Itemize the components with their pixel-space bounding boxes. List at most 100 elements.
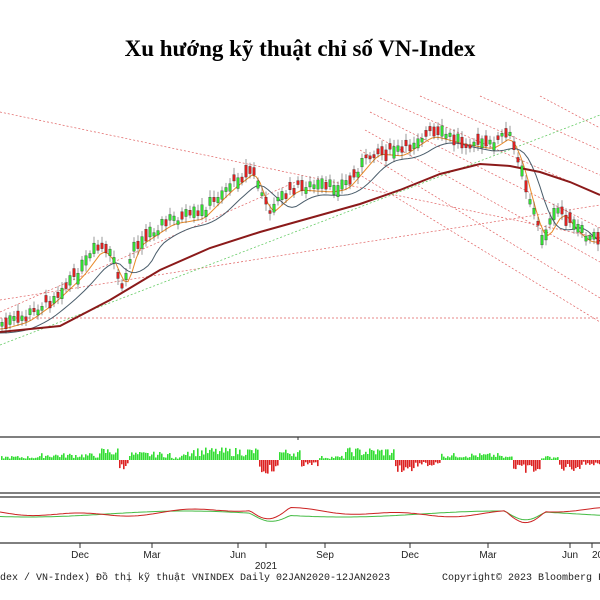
histogram-bar	[5, 456, 7, 460]
histogram-bar	[25, 458, 27, 460]
histogram-bar	[269, 460, 271, 465]
histogram-bar	[175, 457, 177, 460]
histogram-bar	[17, 456, 19, 460]
candle-body	[56, 292, 60, 298]
candle-body	[80, 259, 84, 272]
histogram-bar	[259, 460, 261, 467]
histogram-bar	[321, 456, 323, 460]
candle-body	[60, 287, 64, 299]
candle-body	[532, 207, 536, 215]
candle-body	[120, 283, 124, 289]
histogram-bar	[121, 460, 123, 465]
histogram-bar	[385, 449, 387, 460]
histogram-bar	[227, 451, 229, 460]
candle-body	[504, 128, 508, 138]
histogram-bar	[255, 448, 257, 460]
candle-body	[12, 316, 16, 321]
histogram-bar	[181, 455, 183, 460]
candle-body	[324, 181, 328, 190]
histogram-bar	[485, 454, 487, 460]
histogram-bar	[241, 455, 243, 460]
histogram-bar	[55, 454, 57, 460]
candle-body	[396, 145, 400, 152]
candle-body	[0, 322, 4, 327]
candle-body	[340, 179, 344, 190]
candle-body	[500, 133, 504, 137]
histogram-bar	[459, 457, 461, 460]
histogram-bar	[135, 452, 137, 460]
histogram-bar	[533, 460, 535, 472]
candle-body	[392, 146, 396, 159]
candle-body	[328, 179, 332, 187]
histogram-bar	[521, 460, 523, 466]
candle-body	[284, 193, 288, 199]
histogram-bar	[527, 460, 529, 466]
histogram-bar	[83, 457, 85, 460]
histogram-bar	[569, 460, 571, 467]
candle-body	[344, 180, 348, 186]
candle-body	[188, 210, 192, 216]
histogram-bar	[339, 457, 341, 460]
histogram-bar	[519, 460, 521, 466]
candle-body	[124, 273, 128, 280]
histogram-bar	[543, 458, 545, 460]
candle-body	[160, 219, 164, 226]
candle-body	[320, 178, 324, 189]
histogram-bar	[447, 456, 449, 460]
histogram-bar	[305, 460, 307, 463]
histogram-bar	[549, 456, 551, 460]
histogram-bar	[419, 460, 421, 464]
histogram-bar	[41, 453, 43, 460]
candle-body	[364, 154, 368, 159]
ma-mid-line	[0, 142, 600, 334]
candle-body	[456, 133, 460, 143]
histogram-bar	[105, 453, 107, 460]
histogram-bar	[291, 456, 293, 460]
candle-body	[368, 155, 372, 160]
candle-body	[112, 257, 116, 264]
candle-body	[408, 144, 412, 152]
histogram-bar	[29, 458, 31, 460]
ma-short-line	[0, 136, 600, 330]
histogram-bar	[511, 456, 513, 460]
histogram-bar	[297, 452, 299, 460]
histogram-bar	[571, 460, 573, 470]
histogram-bar	[347, 448, 349, 460]
histogram-bar	[171, 457, 173, 460]
histogram-bar	[445, 457, 447, 460]
histogram-bar	[477, 457, 479, 460]
histogram-bar	[131, 452, 133, 460]
histogram-bar	[267, 460, 269, 474]
histogram-bar	[435, 460, 437, 463]
histogram-bar	[565, 460, 567, 468]
histogram-bar	[137, 454, 139, 460]
candle-body	[116, 272, 120, 279]
candle-body	[316, 179, 320, 190]
histogram-bar	[313, 460, 315, 463]
histogram-bar	[475, 455, 477, 460]
histogram-bar	[299, 450, 301, 460]
candle-body	[184, 209, 188, 217]
histogram-bar	[143, 452, 145, 460]
candle-body	[260, 192, 264, 196]
histogram-bar	[277, 460, 279, 466]
histogram-bar	[541, 458, 543, 460]
histogram-bar	[111, 454, 113, 460]
candle-body	[156, 230, 160, 236]
histogram-bar	[417, 460, 419, 467]
histogram-bar	[31, 457, 33, 460]
candle-body	[548, 218, 552, 225]
candle-body	[296, 180, 300, 185]
histogram-bar	[367, 454, 369, 460]
histogram-bar	[161, 453, 163, 460]
histogram-bar	[159, 452, 161, 460]
histogram-bar	[119, 460, 121, 469]
candle-body	[192, 206, 196, 218]
candle-body	[556, 207, 560, 214]
histogram-bar	[151, 454, 153, 460]
histogram-bar	[425, 460, 427, 463]
histogram-bar	[79, 456, 81, 460]
histogram-bar	[483, 454, 485, 460]
candle-body	[596, 232, 600, 245]
